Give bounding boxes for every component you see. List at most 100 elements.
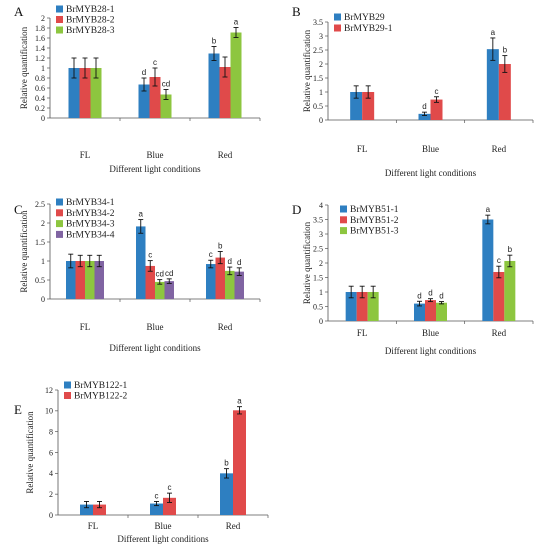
y-tick-label: 1.4 (35, 44, 45, 53)
bar (345, 292, 357, 321)
bar (219, 67, 231, 118)
legend-label: BrMYB28-2 (66, 16, 115, 26)
bar (79, 68, 91, 118)
bar (90, 68, 102, 118)
bar (149, 77, 161, 118)
y-tick-label: 0 (319, 116, 323, 125)
legend-label: BrMYB122-1 (74, 381, 128, 391)
bar (85, 261, 95, 299)
significance-label: cd (156, 270, 164, 279)
bar (163, 497, 176, 515)
legend-swatch (56, 16, 63, 23)
x-tick-label: Red (218, 322, 233, 332)
bar (225, 270, 235, 299)
bar (234, 271, 244, 299)
bar (93, 504, 106, 515)
y-tick-label: 0 (49, 511, 53, 520)
legend-label: BrMYB34-1 (66, 198, 115, 208)
legend-swatch (340, 227, 347, 235)
panel-a: A 00.20.40.60.811.21.41.61.82 Relative qua… (14, 4, 261, 174)
y-tick-label: 2.5 (313, 46, 323, 55)
y-tick-label: 4 (49, 469, 53, 478)
legend-swatch (56, 198, 63, 206)
x-tick-label: Red (492, 328, 507, 338)
bar (356, 292, 368, 321)
bar (220, 473, 233, 515)
y-tick-label: 1 (319, 288, 323, 297)
legend-label: BrMYB29-1 (344, 24, 393, 34)
significance-label: cd (162, 80, 170, 89)
bar (498, 64, 511, 120)
y-tick-label: 10 (45, 407, 53, 416)
panel-c: C 0 0.5 1 1.5 2 2.5 Relative quantification FL Bl… (14, 198, 261, 353)
legend-label: BrMYB34-3 (66, 220, 115, 230)
y-tick-label: 2 (319, 60, 323, 69)
bar (215, 257, 225, 299)
significance-label: a (237, 397, 242, 406)
legend-swatch (56, 209, 63, 217)
bar (425, 300, 436, 321)
legend-swatch (340, 205, 347, 213)
y-tick-label: 2 (319, 259, 323, 268)
significance-label: a (139, 210, 144, 219)
y-tick-label: 0.2 (35, 104, 45, 113)
y-tick-label: 0 (41, 114, 45, 123)
y-axis-label: Relative quantification (25, 411, 35, 494)
bar (362, 92, 375, 120)
significance-label: b (503, 46, 508, 55)
significance-label: b (508, 245, 513, 254)
x-axis-label: Different light conditions (385, 168, 477, 178)
y-tick-label: 0.5 (313, 302, 323, 311)
significance-label: d (142, 68, 146, 77)
legend-label: BrMYB28-1 (66, 5, 115, 15)
y-axis-label: Relative quantification (19, 26, 29, 109)
bar (160, 94, 172, 118)
legend-label: BrMYB28-3 (66, 26, 115, 36)
x-tick-label: Blue (422, 144, 439, 154)
y-axis-label: Relative quantification (19, 210, 29, 293)
bar (486, 49, 499, 120)
legend-swatch (64, 392, 71, 399)
bar (138, 84, 150, 118)
significance-label: d (428, 289, 432, 298)
significance-label: d (237, 258, 241, 267)
x-tick-label: FL (80, 322, 91, 332)
x-tick-label: Blue (147, 322, 164, 332)
x-tick-label: Blue (147, 150, 164, 160)
y-tick-label: 1.6 (35, 34, 45, 43)
x-tick-label: Blue (155, 521, 172, 531)
y-tick-label: 1 (319, 88, 323, 97)
bar (414, 303, 425, 321)
legend-swatch (340, 216, 347, 224)
y-tick-label: 3 (319, 230, 323, 239)
y-tick-label: 0.4 (35, 94, 45, 103)
x-axis-label: Different light conditions (385, 346, 477, 356)
x-axis-label: Different light conditions (109, 343, 201, 353)
legend-label: BrMYB122-2 (74, 392, 128, 402)
panel-label: E (14, 402, 22, 417)
y-tick-label: 1.2 (35, 54, 45, 63)
significance-label: b (224, 459, 229, 468)
x-tick-label: Red (226, 521, 241, 531)
legend-label: BrMYB51-3 (350, 227, 399, 237)
bar (230, 32, 242, 118)
x-tick-label: FL (88, 521, 99, 531)
bar (66, 261, 76, 299)
y-tick-label: 0.8 (35, 74, 45, 83)
y-tick-label: 1 (41, 64, 45, 73)
significance-label: c (497, 256, 501, 265)
y-tick-label: 2 (49, 490, 53, 499)
bar (164, 281, 174, 299)
panel-label: D (292, 202, 301, 217)
legend-swatch (64, 381, 71, 389)
bar (482, 219, 494, 321)
y-tick-label: 0.5 (313, 102, 323, 111)
significance-label: b (218, 242, 223, 251)
significance-label: c (155, 491, 159, 500)
significance-label: c (168, 483, 172, 492)
y-tick-label: 6 (49, 448, 53, 457)
y-tick-label: 1 (41, 257, 45, 266)
bar (150, 503, 163, 515)
y-tick-label: 1.5 (313, 74, 323, 83)
